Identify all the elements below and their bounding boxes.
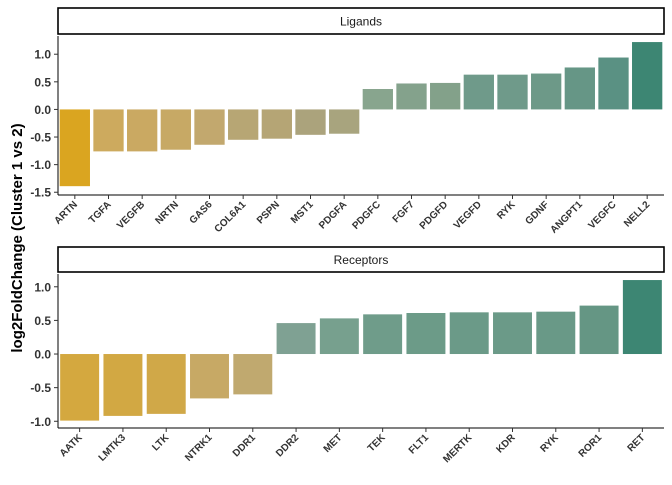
facet-strip-label: Receptors: [334, 253, 389, 267]
bar-pdgfd: [430, 82, 461, 110]
y-tick-label: -0.5: [30, 381, 51, 395]
bar-aatk: [60, 354, 100, 421]
bar-tgfa: [93, 109, 124, 152]
facet-strip-label: Ligands: [340, 15, 382, 29]
y-tick-label: 0.0: [34, 348, 51, 362]
y-tick-label: -1.0: [30, 158, 51, 172]
bar-ntrk1: [190, 354, 229, 399]
bar-vegfd: [463, 74, 494, 110]
bar-mst1: [295, 109, 326, 135]
bar-ret: [622, 280, 662, 355]
bar-ryk: [497, 74, 528, 110]
bar-ddr1: [233, 354, 273, 395]
facet-strip: [57, 246, 665, 273]
bar-mertk: [449, 312, 489, 355]
bar-pdgfc: [362, 89, 393, 110]
bar-artn: [59, 109, 90, 187]
bar-nrtn: [160, 109, 191, 150]
facet-strip: [57, 7, 665, 35]
y-tick-label: 0.5: [34, 75, 51, 89]
y-tick-label: 1.0: [34, 48, 51, 62]
bar-ltk: [146, 354, 186, 414]
bar-col6a1: [228, 109, 259, 140]
y-tick-label: 1.0: [34, 280, 51, 294]
bar-vegfc: [598, 57, 629, 110]
bar-fgf7: [396, 83, 427, 110]
bar-pdgfa: [329, 109, 360, 134]
bar-ddr2: [276, 323, 316, 355]
bar-flt1: [406, 313, 446, 355]
y-tick-label: 0.0: [34, 103, 51, 117]
bar-tek: [363, 314, 403, 355]
bar-gas6: [194, 109, 225, 145]
y-tick-label: -1.0: [30, 415, 51, 429]
bar-pspn: [261, 109, 292, 139]
bar-ryk: [536, 311, 576, 355]
bar-nell2: [632, 42, 663, 110]
bar-gdnf: [531, 73, 562, 110]
bar-vegfb: [127, 109, 158, 152]
y-tick-label: -1.5: [30, 186, 51, 200]
y-tick-label: -0.5: [30, 131, 51, 145]
bar-met: [319, 318, 359, 355]
y-tick-label: 0.5: [34, 314, 51, 328]
bar-angpt1: [564, 67, 595, 110]
bar-kdr: [493, 312, 532, 355]
y-axis-title: log2FoldChange (Cluster 1 vs 2): [9, 123, 26, 352]
bar-ror1: [579, 305, 619, 355]
bar-lmtk3: [103, 354, 143, 416]
